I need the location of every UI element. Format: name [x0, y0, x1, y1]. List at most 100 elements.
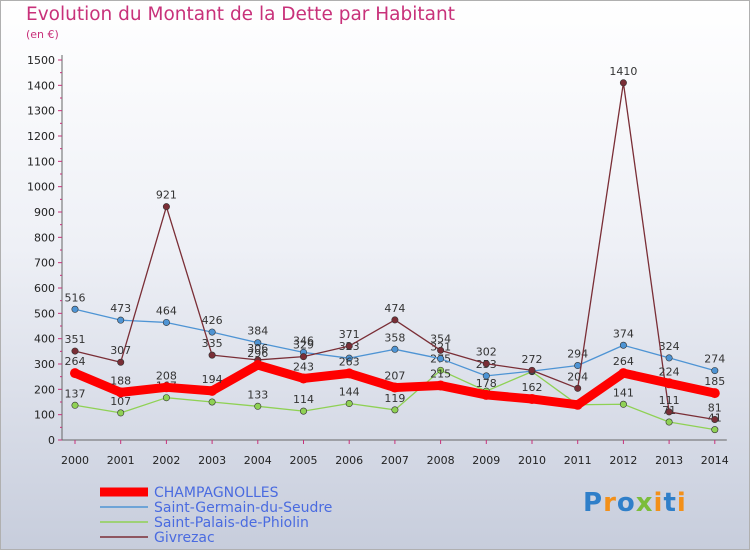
data-label-saint-germain-du-seudre: 473 — [110, 302, 131, 315]
y-tick-label: 200 — [34, 383, 55, 396]
data-label-champagnolles: 264 — [65, 355, 86, 368]
data-label-saint-germain-du-seudre: 426 — [202, 314, 223, 327]
data-point-saint-germain-du-seudre — [619, 341, 627, 349]
data-point-saint-palais-de-phiolin — [254, 402, 262, 410]
y-tick-label: 1100 — [27, 155, 55, 168]
x-tick-label: 2001 — [107, 454, 135, 467]
data-label-givrezac: 111 — [659, 394, 680, 407]
x-tick-label: 2009 — [472, 454, 500, 467]
legend-label-saint-germain-du-seudre: Saint-Germain-du-Seudre — [154, 500, 332, 516]
x-tick-label: 2013 — [655, 454, 683, 467]
y-tick-label: 1400 — [27, 79, 55, 92]
data-point-champagnolles — [618, 368, 629, 379]
data-point-saint-germain-du-seudre — [162, 318, 170, 326]
data-point-givrezac — [665, 408, 673, 416]
data-label-champagnolles: 188 — [110, 374, 131, 387]
data-label-saint-palais-de-phiolin: 141 — [613, 386, 634, 399]
data-point-champagnolles — [389, 382, 400, 393]
data-label-saint-germain-du-seudre: 516 — [65, 291, 86, 304]
data-point-champagnolles — [664, 378, 675, 389]
data-label-saint-palais-de-phiolin: 119 — [384, 392, 405, 405]
data-point-saint-palais-de-phiolin — [711, 426, 719, 434]
y-tick-label: 1200 — [27, 130, 55, 143]
data-label-saint-palais-de-phiolin: 144 — [339, 386, 360, 399]
x-tick-label: 2010 — [518, 454, 546, 467]
legend-label-saint-palais-de-phiolin: Saint-Palais-de-Phiolin — [154, 515, 309, 531]
x-tick-label: 2000 — [61, 454, 89, 467]
data-label-champagnolles: 178 — [476, 377, 497, 390]
y-tick-label: 800 — [34, 231, 55, 244]
data-point-saint-germain-du-seudre — [482, 372, 490, 380]
data-label-saint-germain-du-seudre: 358 — [384, 331, 405, 344]
data-point-saint-germain-du-seudre — [711, 367, 719, 375]
data-point-champagnolles — [435, 380, 446, 391]
data-point-saint-germain-du-seudre — [117, 316, 125, 324]
data-label-saint-germain-du-seudre: 346 — [293, 334, 314, 347]
data-label-champagnolles: 185 — [704, 375, 725, 388]
data-point-givrezac — [619, 79, 627, 87]
data-point-saint-germain-du-seudre — [71, 305, 79, 313]
data-label-champagnolles: 263 — [339, 355, 360, 368]
data-point-champagnolles — [481, 389, 492, 400]
data-label-givrezac: 354 — [430, 332, 451, 345]
data-point-saint-palais-de-phiolin — [437, 366, 445, 374]
data-label-givrezac: 307 — [110, 344, 131, 357]
data-point-saint-germain-du-seudre — [665, 354, 673, 362]
data-label-saint-germain-du-seudre: 274 — [704, 353, 725, 366]
data-label-saint-germain-du-seudre: 464 — [156, 304, 177, 317]
data-point-champagnolles — [207, 385, 218, 396]
data-label-champagnolles: 194 — [202, 373, 223, 386]
y-tick-label: 1300 — [27, 105, 55, 118]
data-point-saint-palais-de-phiolin — [345, 400, 353, 408]
data-point-givrezac — [528, 366, 536, 374]
data-label-givrezac: 306 — [247, 342, 268, 355]
x-tick-label: 2006 — [335, 454, 363, 467]
data-point-givrezac — [437, 346, 445, 354]
data-label-saint-germain-du-seudre: 272 — [522, 353, 543, 366]
data-point-givrezac — [574, 384, 582, 392]
data-label-champagnolles: 208 — [156, 369, 177, 382]
data-label-champagnolles: 243 — [293, 360, 314, 373]
data-point-saint-germain-du-seudre — [345, 354, 353, 362]
y-tick-label: 700 — [34, 257, 55, 270]
unit-label: (en €) — [26, 28, 59, 41]
data-label-saint-germain-du-seudre: 294 — [567, 348, 588, 361]
data-point-givrezac — [345, 342, 353, 350]
data-point-champagnolles — [709, 388, 720, 399]
data-point-saint-palais-de-phiolin — [299, 407, 307, 415]
data-point-champagnolles — [70, 368, 80, 379]
y-tick-label: 300 — [34, 358, 55, 371]
x-tick-label: 2002 — [152, 454, 180, 467]
y-tick-label: 900 — [34, 206, 55, 219]
data-label-saint-germain-du-seudre: 384 — [247, 325, 268, 338]
x-tick-label: 2005 — [290, 454, 318, 467]
data-point-givrezac — [391, 316, 399, 324]
data-label-givrezac: 329 — [293, 339, 314, 352]
data-point-champagnolles — [298, 373, 309, 384]
data-point-givrezac — [299, 353, 307, 361]
data-point-champagnolles — [161, 382, 172, 393]
y-tick-label: 400 — [34, 333, 55, 346]
data-point-champagnolles — [572, 399, 583, 410]
chart-title: Evolution du Montant de la Dette par Hab… — [26, 4, 455, 25]
y-tick-label: 500 — [34, 307, 55, 320]
data-label-saint-palais-de-phiolin: 133 — [247, 388, 268, 401]
y-tick-label: 600 — [34, 282, 55, 295]
x-tick-label: 2012 — [609, 454, 637, 467]
data-label-saint-palais-de-phiolin: 137 — [65, 387, 86, 400]
legend-label-champagnolles: CHAMPAGNOLLES — [154, 485, 279, 501]
proxiti-logo: Proxiti — [583, 488, 687, 518]
y-tick-label: 1500 — [27, 54, 55, 67]
data-point-saint-germain-du-seudre — [574, 362, 582, 370]
data-label-givrezac: 474 — [384, 302, 405, 315]
data-label-givrezac: 81 — [708, 401, 722, 414]
data-label-saint-palais-de-phiolin: 107 — [110, 395, 131, 408]
x-tick-label: 2011 — [564, 454, 592, 467]
data-point-saint-palais-de-phiolin — [208, 398, 216, 406]
legend-label-givrezac: Givrezac — [154, 530, 215, 546]
data-point-givrezac — [208, 351, 216, 359]
data-point-saint-germain-du-seudre — [208, 328, 216, 336]
data-point-saint-germain-du-seudre — [254, 339, 262, 347]
data-label-champagnolles: 224 — [659, 365, 680, 378]
data-point-givrezac — [482, 360, 490, 368]
